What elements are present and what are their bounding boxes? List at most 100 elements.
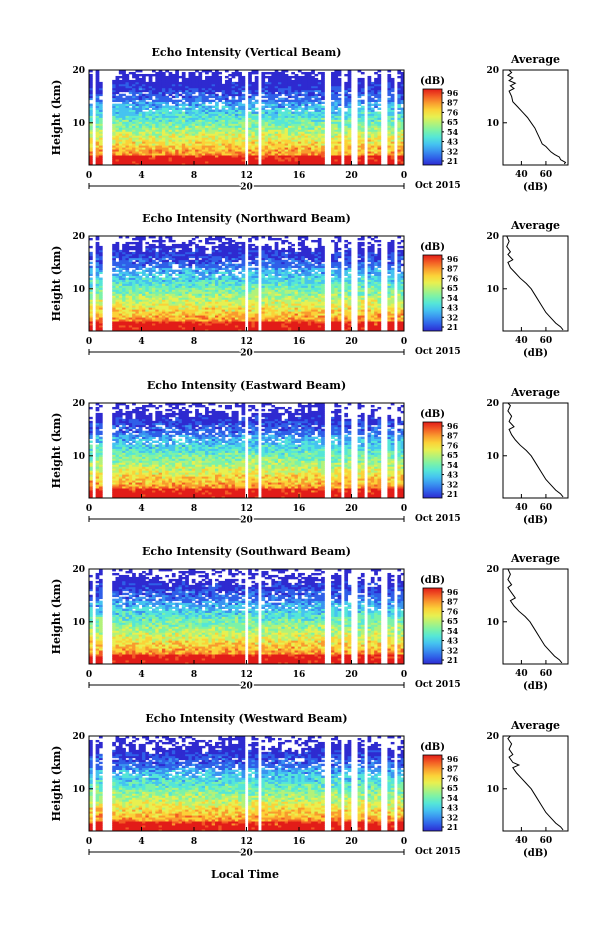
heatmap-cell (361, 106, 365, 108)
heatmap-cell (112, 274, 116, 276)
heatmap-cell (261, 72, 265, 74)
heatmap-cell (314, 94, 318, 96)
heatmap-cell (152, 240, 156, 242)
profile-y-tick-label: 10 (486, 119, 499, 129)
heatmap-cell (152, 244, 156, 246)
heatmap-cell (278, 72, 282, 74)
heatmap-cell (116, 104, 120, 106)
heatmap-cell (135, 264, 139, 266)
month-label: Oct 2015 (415, 181, 461, 191)
heatmap-cell (96, 242, 100, 244)
heatmap-cell (119, 76, 123, 78)
heatmap-cell (205, 238, 209, 240)
panel-2: Echo Intensity (Northward Beam)2010Heigh… (50, 212, 568, 359)
heatmap-cell (371, 98, 375, 100)
heatmap-cell (179, 76, 183, 78)
heatmap-cell (321, 106, 325, 108)
heatmap-cells (89, 236, 404, 331)
heatmap-cell (129, 80, 133, 82)
heatmap-cell (212, 106, 216, 108)
heatmap-cell (152, 274, 156, 276)
heatmap-cell (311, 76, 315, 78)
y-axis-label: Height (km) (50, 80, 63, 156)
heatmap-cell (192, 270, 196, 272)
heatmap-cell (129, 252, 133, 254)
heatmap-cell (298, 112, 302, 114)
heatmap-cell (122, 94, 126, 96)
heatmap-cell (275, 94, 279, 96)
heatmap-cell (298, 98, 302, 100)
heatmap-cell (361, 78, 365, 80)
heatmap-cell (291, 76, 295, 78)
heatmap-cell (188, 248, 192, 250)
heatmap-cell (348, 94, 352, 96)
heatmap-cell (308, 72, 312, 74)
heatmap-cell (265, 110, 269, 112)
heatmap-cell (202, 80, 206, 82)
heatmap-cell (397, 82, 401, 84)
heatmap-cell (265, 82, 269, 84)
heatmap-cell (185, 264, 189, 266)
heatmap-cell (208, 254, 212, 256)
heatmap-cell (291, 112, 295, 114)
panel-title: Echo Intensity (Northward Beam) (142, 212, 351, 225)
heatmap-cell (291, 96, 295, 98)
heatmap-cell (99, 246, 103, 248)
heatmap-cell (195, 110, 199, 112)
heatmap-cell (195, 76, 199, 78)
heatmap-cell (155, 246, 159, 248)
heatmap-cells (89, 70, 404, 165)
colorbar-unit: (dB) (420, 76, 445, 87)
heatmap-cell (275, 100, 279, 102)
heatmap-cell (182, 96, 186, 98)
heatmap-cell (318, 98, 322, 100)
heatmap-cell (192, 238, 196, 240)
heatmap-cell (145, 102, 149, 104)
heatmap-cell (99, 100, 103, 102)
heatmap-cell (119, 104, 123, 106)
heatmap-cell (119, 94, 123, 96)
heatmap-cell (149, 278, 153, 280)
heatmap-cell (112, 104, 116, 106)
heatmap-cell (397, 112, 401, 114)
heatmap-cell (232, 82, 236, 84)
heatmap-cell (172, 244, 176, 246)
heatmap-cell (198, 272, 202, 274)
heatmap-cell (308, 112, 312, 114)
heatmap-cell (285, 108, 289, 110)
x-tick-label: 12 (240, 171, 253, 181)
heatmap-cell (129, 108, 133, 110)
date-label: 20 (240, 183, 253, 193)
heatmap-cell (172, 240, 176, 242)
heatmap-cell (142, 252, 146, 254)
heatmap-cell (358, 78, 362, 80)
heatmap-cell (255, 108, 259, 110)
heatmap-cell (248, 96, 252, 98)
heatmap-cell (182, 112, 186, 114)
heatmap-cell (159, 278, 163, 280)
heatmap-cell (129, 96, 133, 98)
heatmap-cell (235, 82, 239, 84)
profile-x-label: (dB) (523, 182, 548, 193)
heatmap-cell (218, 76, 222, 78)
heatmap-cell (142, 270, 146, 272)
heatmap-cell (169, 98, 173, 100)
colorbar-tick-label: 65 (447, 117, 458, 127)
heatmap-cell (261, 96, 265, 98)
heatmap-cell (285, 98, 289, 100)
heatmap-cell (235, 100, 239, 102)
heatmap-cell (135, 96, 139, 98)
heatmap-cell (122, 272, 126, 274)
heatmap-cell (152, 100, 156, 102)
heatmap-cell (132, 270, 136, 272)
heatmap-cell (344, 74, 348, 76)
heatmap-cell (338, 108, 342, 110)
heatmap-cell (311, 112, 315, 114)
panels: Echo Intensity (Vertical Beam)2010Height… (50, 46, 568, 859)
heatmap-cell (119, 80, 123, 82)
heatmap-cell (255, 100, 259, 102)
heatmap-cell (89, 74, 93, 76)
heatmap-cell (368, 76, 372, 78)
heatmap-cell (185, 104, 189, 106)
heatmap-cell (129, 242, 133, 244)
